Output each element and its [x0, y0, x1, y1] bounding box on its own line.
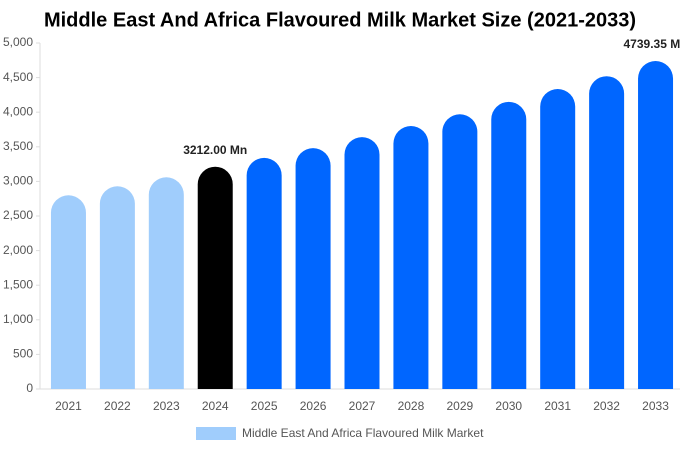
x-tick-label: 2026: [300, 399, 327, 413]
value-label: 3212.00 Mn: [183, 143, 247, 157]
chart-title: Middle East And Africa Flavoured Milk Ma…: [44, 9, 636, 31]
bar: [491, 101, 527, 389]
bar: [246, 157, 282, 389]
x-tick-label: 2021: [55, 399, 82, 413]
y-tick-label: 1,500: [3, 277, 33, 291]
x-tick-label: 2022: [104, 399, 131, 413]
y-tick-label: 500: [13, 347, 33, 361]
x-tick-label: 2023: [153, 399, 180, 413]
x-tick-label: 2029: [446, 399, 473, 413]
bar: [589, 76, 625, 389]
y-tick-label: 3,000: [3, 174, 33, 188]
y-tick-label: 3,500: [3, 139, 33, 153]
x-tick-label: 2028: [398, 399, 425, 413]
legend-label: Middle East And Africa Flavoured Milk Ma…: [242, 426, 484, 440]
x-tick-label: 2033: [642, 399, 669, 413]
y-tick-label: 0: [26, 381, 33, 395]
bar: [393, 126, 429, 389]
x-tick-label: 2025: [251, 399, 278, 413]
x-tick-label: 2031: [544, 399, 571, 413]
bar: [50, 195, 86, 389]
x-tick-label: 2024: [202, 399, 229, 413]
bar: [295, 148, 331, 389]
legend-swatch: [196, 427, 236, 440]
y-tick-label: 4,500: [3, 70, 33, 84]
x-tick-label: 2027: [349, 399, 376, 413]
y-tick-label: 4,000: [3, 104, 33, 118]
bar: [148, 177, 184, 389]
bar: [344, 137, 380, 389]
x-tick-label: 2032: [593, 399, 620, 413]
value-label: 4739.35 Mn: [624, 37, 680, 51]
bar: [638, 61, 674, 389]
bar: [99, 186, 135, 389]
y-tick-label: 2,000: [3, 243, 33, 257]
x-tick-label: 2030: [495, 399, 522, 413]
y-tick-label: 5,000: [3, 35, 33, 49]
y-tick-label: 1,000: [3, 312, 33, 326]
bar: [197, 166, 233, 389]
bar: [540, 89, 576, 389]
bar: [442, 114, 478, 390]
y-tick-label: 2,500: [3, 208, 33, 222]
